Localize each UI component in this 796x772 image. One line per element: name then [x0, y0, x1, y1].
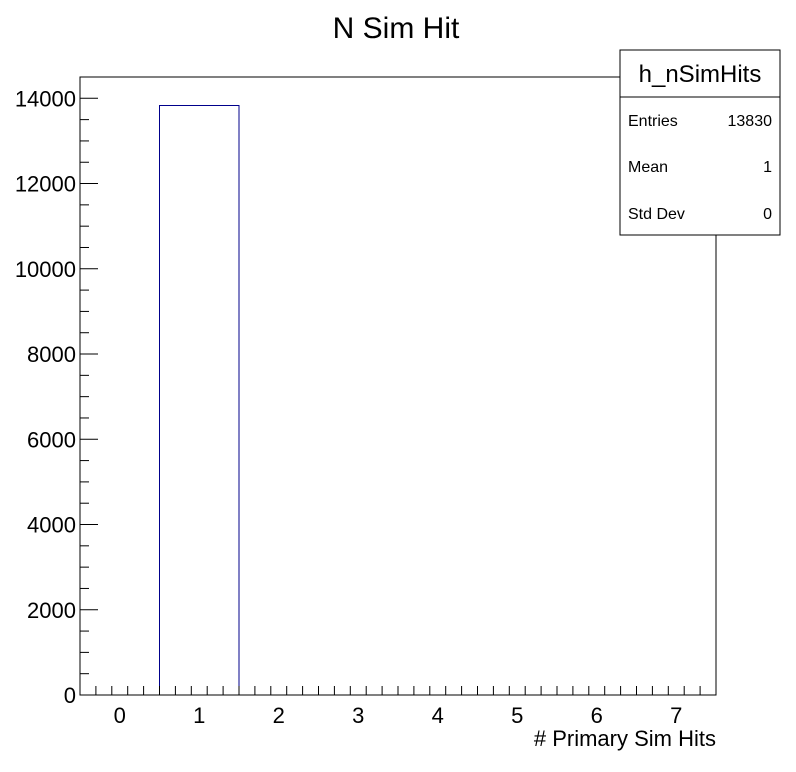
stats-box: h_nSimHits Entries 13830 Mean 1 Std Dev …: [619, 49, 781, 236]
x-axis-label: # Primary Sim Hits: [534, 726, 716, 751]
x-tick-label: 2: [273, 703, 285, 728]
histogram-bar-0: [159, 105, 240, 695]
y-tick-label: 14000: [15, 86, 76, 111]
stats-stddev-label: Std Dev: [628, 206, 685, 223]
stats-entries-value: 13830: [728, 113, 773, 130]
chart-title: N Sim Hit: [333, 12, 460, 45]
y-tick-label: 0: [64, 683, 76, 708]
stats-box-title: h_nSimHits: [639, 61, 762, 88]
stats-box-frame: [619, 49, 781, 236]
stats-mean-value: 1: [763, 159, 772, 176]
x-tick-label: 3: [352, 703, 364, 728]
x-tick-label: 5: [511, 703, 523, 728]
y-tick-label: 10000: [15, 257, 76, 282]
y-tick-label: 2000: [27, 598, 76, 623]
x-tick-label: 7: [670, 703, 682, 728]
x-tick-label: 1: [193, 703, 205, 728]
x-tick-label: 6: [591, 703, 603, 728]
stats-entries-label: Entries: [628, 113, 678, 130]
y-tick-label: 6000: [27, 427, 76, 452]
stats-mean-label: Mean: [628, 159, 668, 176]
y-tick-label: 12000: [15, 172, 76, 197]
x-tick-label: 0: [114, 703, 126, 728]
y-tick-label: 8000: [27, 342, 76, 367]
y-tick-label: 4000: [27, 513, 76, 538]
x-tick-label: 4: [432, 703, 444, 728]
stats-stddev-value: 0: [763, 206, 772, 223]
